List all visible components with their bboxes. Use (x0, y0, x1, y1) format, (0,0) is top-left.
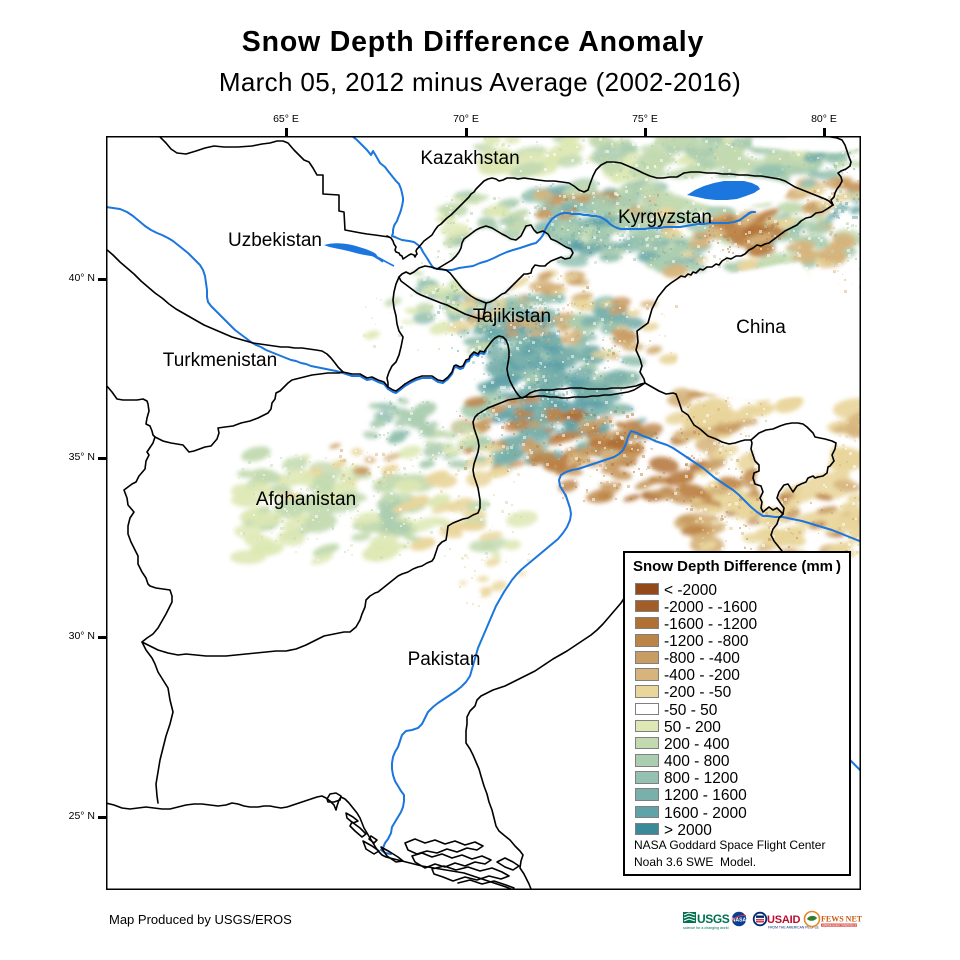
svg-text:Uzbekistan: Uzbekistan (228, 230, 322, 251)
svg-text:USGS: USGS (697, 912, 730, 926)
svg-text:FAMINE EARLY WARNING SYSTEM: FAMINE EARLY WARNING SYSTEM (822, 923, 862, 927)
svg-text:NASA: NASA (732, 917, 747, 923)
svg-text:Kazakhstan: Kazakhstan (420, 148, 519, 169)
svg-text:Tajikistan: Tajikistan (473, 306, 551, 327)
svg-text:Afghanistan: Afghanistan (256, 489, 356, 510)
svg-text:China: China (736, 317, 786, 338)
svg-text:FROM THE AMERICAN PEOPLE: FROM THE AMERICAN PEOPLE (768, 926, 820, 930)
svg-text:Pakistan: Pakistan (408, 649, 481, 670)
svg-text:Turkmenistan: Turkmenistan (163, 350, 277, 371)
svg-text:science for a changing world: science for a changing world (683, 926, 729, 930)
svg-text:USAID: USAID (767, 914, 800, 926)
svg-text:Kyrgyzstan: Kyrgyzstan (618, 207, 712, 228)
svg-text:FEWS NET: FEWS NET (821, 915, 862, 924)
